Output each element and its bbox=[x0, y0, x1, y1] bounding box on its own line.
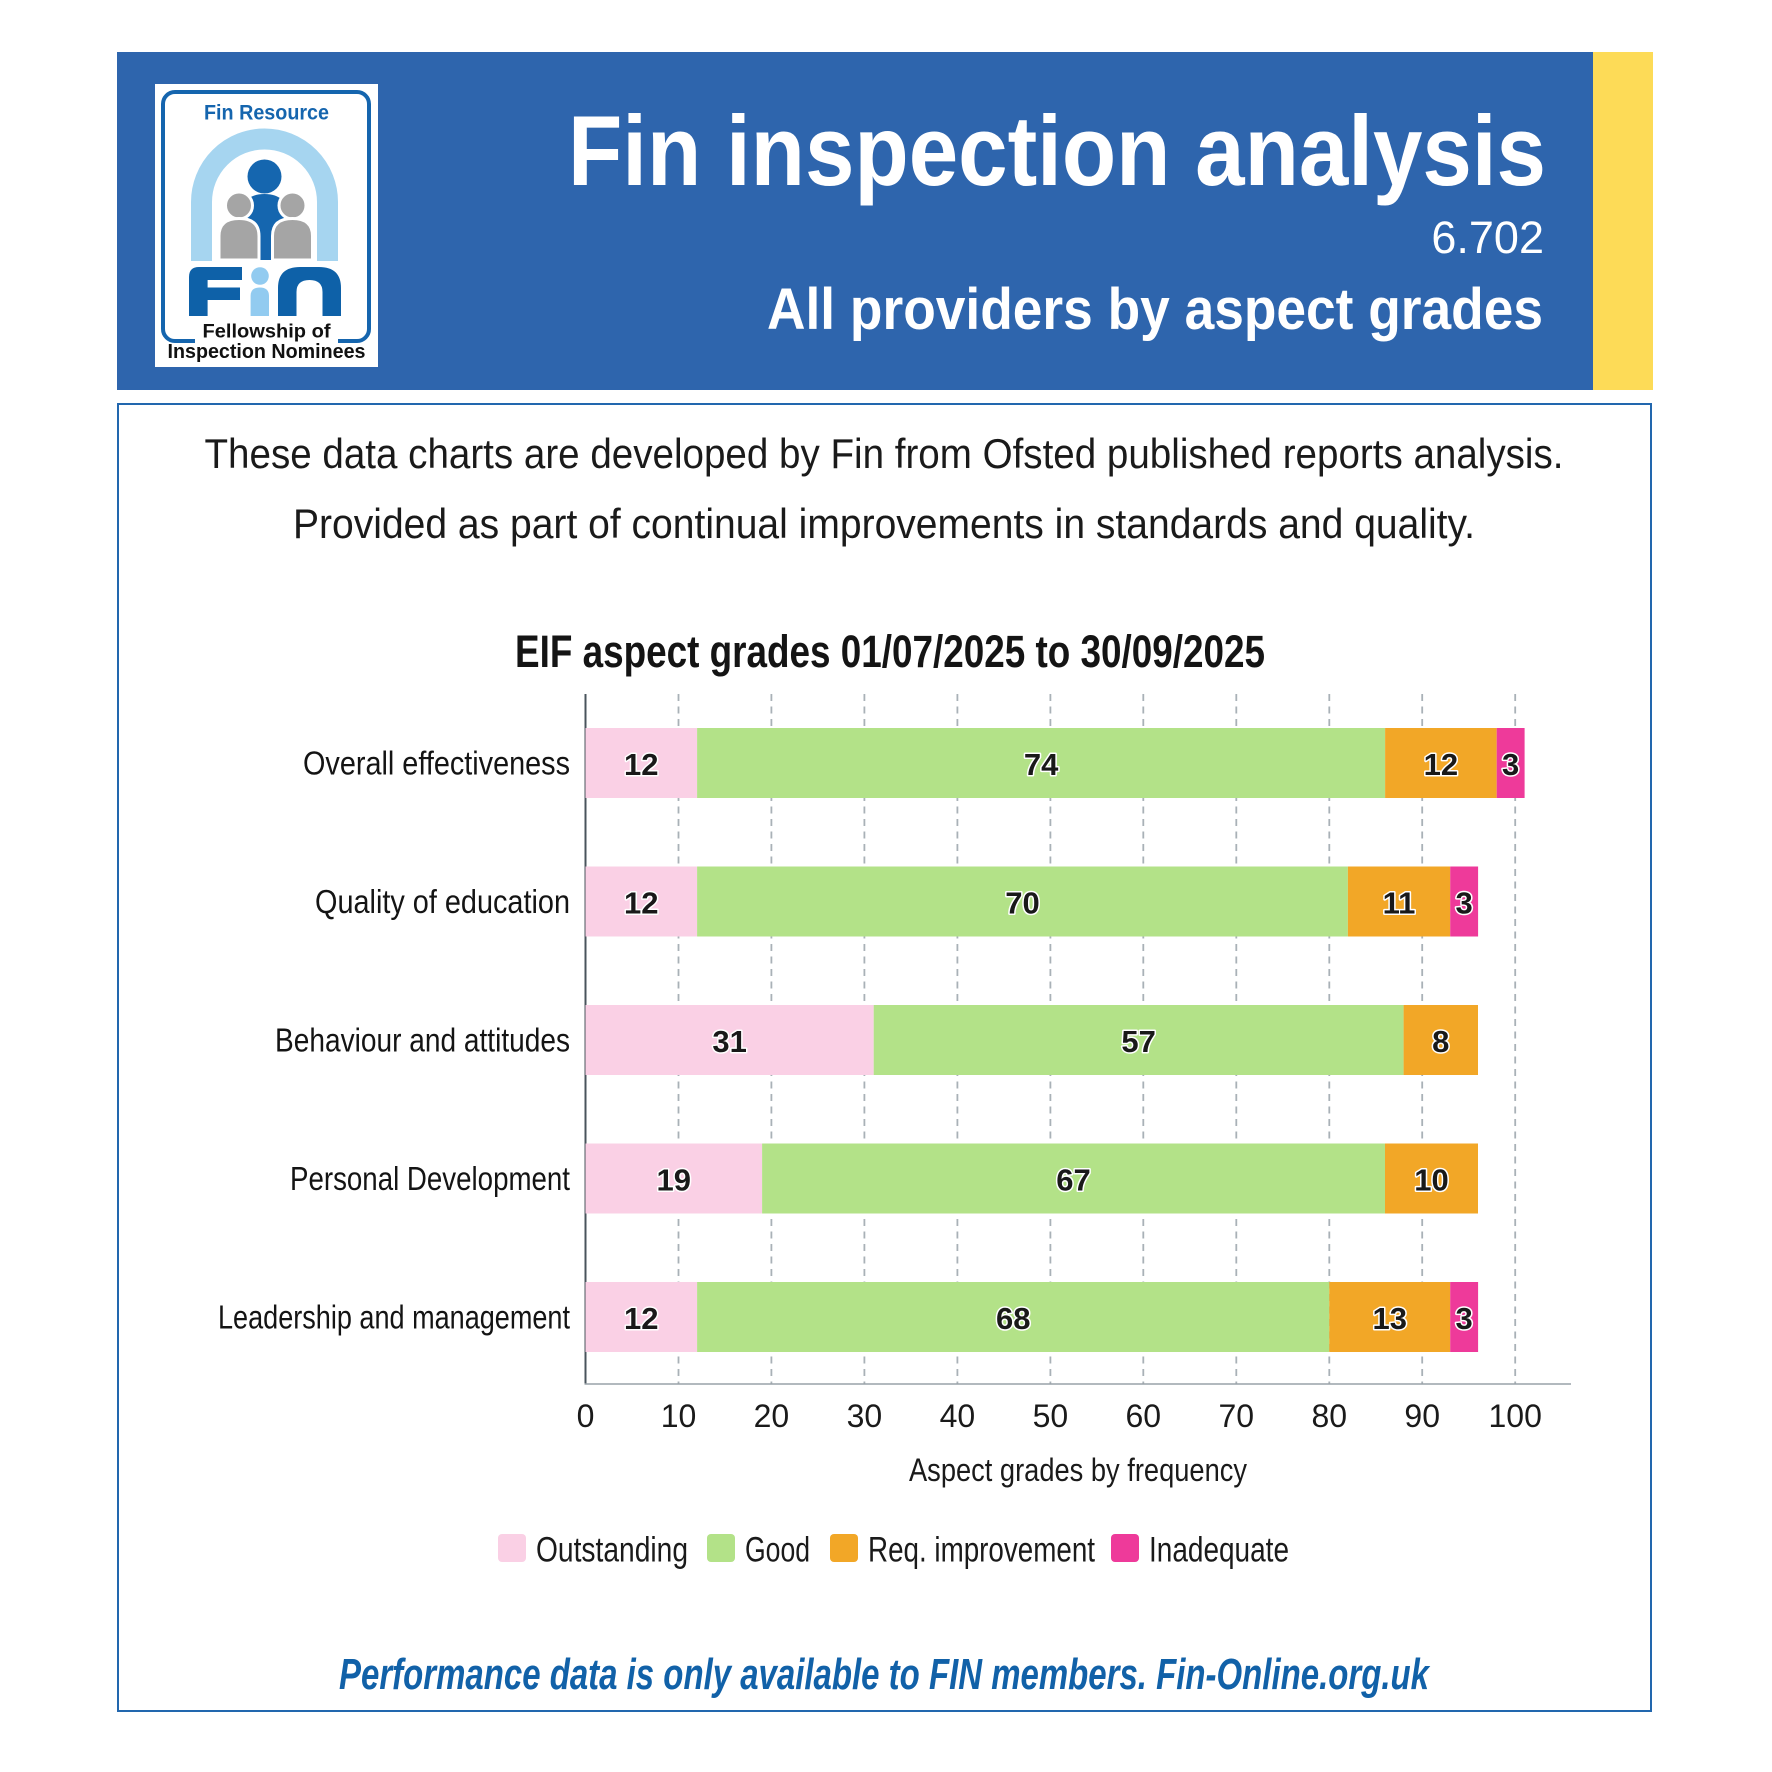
svg-text:Outstanding: Outstanding bbox=[536, 1531, 688, 1570]
svg-text:0: 0 bbox=[577, 1398, 595, 1434]
svg-text:Inadequate: Inadequate bbox=[1149, 1531, 1289, 1570]
svg-text:19: 19 bbox=[657, 1163, 691, 1198]
svg-text:All providers by aspect grades: All providers by aspect grades bbox=[767, 277, 1543, 342]
svg-text:Overall effectiveness: Overall effectiveness bbox=[303, 745, 570, 782]
svg-text:12: 12 bbox=[624, 747, 658, 782]
svg-text:70: 70 bbox=[1005, 886, 1039, 921]
svg-text:6.702: 6.702 bbox=[1431, 212, 1544, 263]
svg-text:57: 57 bbox=[1121, 1024, 1155, 1059]
svg-text:80: 80 bbox=[1312, 1398, 1348, 1434]
svg-text:3: 3 bbox=[1455, 1301, 1472, 1336]
svg-text:Inspection Nominees: Inspection Nominees bbox=[168, 340, 366, 363]
svg-text:12: 12 bbox=[1424, 747, 1458, 782]
svg-text:31: 31 bbox=[712, 1024, 746, 1059]
svg-text:10: 10 bbox=[1414, 1163, 1448, 1198]
svg-text:Performance data is only avail: Performance data is only available to FI… bbox=[339, 1650, 1431, 1699]
svg-text:3: 3 bbox=[1502, 747, 1519, 782]
svg-text:Provided as part of continual: Provided as part of continual improvemen… bbox=[293, 500, 1475, 547]
svg-text:Behaviour and attitudes: Behaviour and attitudes bbox=[275, 1022, 570, 1059]
svg-text:67: 67 bbox=[1056, 1163, 1090, 1198]
svg-text:74: 74 bbox=[1024, 747, 1059, 782]
svg-text:12: 12 bbox=[624, 886, 658, 921]
svg-text:90: 90 bbox=[1404, 1398, 1440, 1434]
svg-text:Aspect grades by frequency: Aspect grades by frequency bbox=[909, 1452, 1248, 1488]
svg-text:Leadership and management: Leadership and management bbox=[218, 1299, 570, 1336]
svg-text:12: 12 bbox=[624, 1301, 658, 1336]
svg-text:40: 40 bbox=[940, 1398, 976, 1434]
svg-text:68: 68 bbox=[996, 1301, 1030, 1336]
svg-text:Good: Good bbox=[745, 1531, 810, 1570]
svg-text:30: 30 bbox=[847, 1398, 883, 1434]
svg-text:Req. improvement: Req. improvement bbox=[868, 1531, 1095, 1570]
svg-text:Fellowship of: Fellowship of bbox=[203, 321, 332, 343]
svg-text:70: 70 bbox=[1219, 1398, 1255, 1434]
svg-text:Fin Resource: Fin Resource bbox=[204, 102, 329, 125]
svg-text:100: 100 bbox=[1489, 1398, 1542, 1434]
svg-text:These data charts are develope: These data charts are developed by Fin f… bbox=[205, 430, 1564, 477]
svg-text:60: 60 bbox=[1126, 1398, 1162, 1434]
svg-text:10: 10 bbox=[661, 1398, 697, 1434]
svg-text:Personal Development: Personal Development bbox=[290, 1160, 570, 1197]
svg-text:3: 3 bbox=[1455, 886, 1472, 921]
svg-text:13: 13 bbox=[1372, 1301, 1406, 1336]
svg-text:Fin inspection analysis: Fin inspection analysis bbox=[568, 95, 1546, 206]
svg-text:EIF aspect grades 01/07/2025 t: EIF aspect grades 01/07/2025 to 30/09/20… bbox=[515, 626, 1265, 677]
svg-text:8: 8 bbox=[1432, 1024, 1449, 1059]
svg-text:20: 20 bbox=[754, 1398, 790, 1434]
svg-text:Quality of education: Quality of education bbox=[315, 883, 570, 920]
svg-text:11: 11 bbox=[1383, 886, 1416, 921]
svg-text:50: 50 bbox=[1033, 1398, 1069, 1434]
